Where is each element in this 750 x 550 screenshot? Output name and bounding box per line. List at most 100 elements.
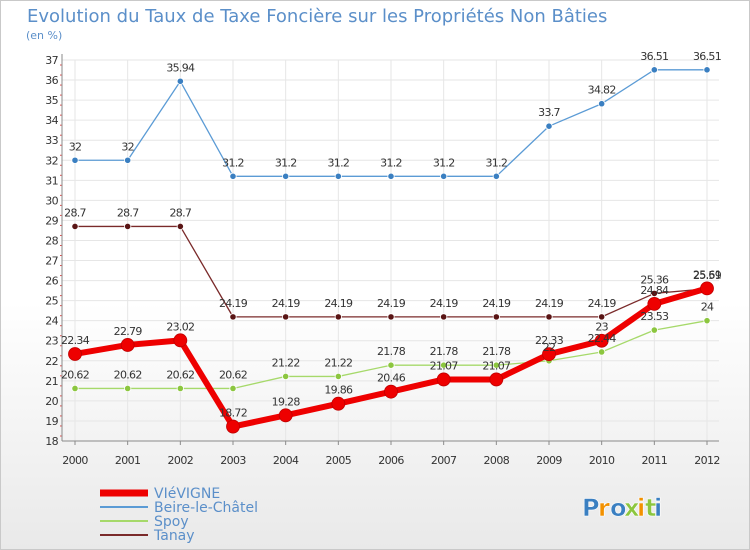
data-label-beire-le-ch-tel: 32 bbox=[121, 140, 134, 153]
data-point-tanay bbox=[334, 313, 342, 321]
data-label-vi-vigne: 20.46 bbox=[377, 372, 406, 385]
data-label-vi-vigne: 19.28 bbox=[272, 395, 301, 408]
data-point-vi-vigne bbox=[120, 338, 135, 352]
data-label-tanay: 24.19 bbox=[219, 297, 248, 310]
data-point-beire-le-ch-tel bbox=[176, 77, 184, 85]
data-label-tanay: 25.59 bbox=[693, 269, 722, 282]
x-tick-label: 2002 bbox=[168, 454, 194, 467]
data-point-spoy bbox=[440, 361, 448, 369]
data-point-beire-le-ch-tel bbox=[387, 172, 395, 180]
data-point-beire-le-ch-tel bbox=[492, 172, 500, 180]
data-point-spoy bbox=[703, 317, 711, 325]
data-label-spoy: 21.78 bbox=[430, 345, 459, 358]
y-tick-label: 26 bbox=[45, 275, 58, 288]
data-point-beire-le-ch-tel bbox=[440, 172, 448, 180]
data-label-vi-vigne: 24.84 bbox=[640, 284, 669, 297]
data-point-spoy bbox=[334, 372, 342, 381]
data-point-vi-vigne bbox=[226, 419, 240, 434]
legend-label-vi-vigne: VIéVIGNE bbox=[154, 486, 220, 502]
data-label-tanay: 28.7 bbox=[117, 206, 139, 219]
x-tick-label: 2006 bbox=[378, 454, 404, 467]
series bbox=[68, 66, 714, 434]
data-point-tanay bbox=[124, 222, 132, 231]
data-point-vi-vigne bbox=[594, 333, 609, 348]
data-point-beire-le-ch-tel bbox=[545, 122, 553, 130]
data-point-beire-le-ch-tel bbox=[124, 156, 132, 164]
legend-label-spoy: Spoy bbox=[154, 514, 189, 530]
x-tick-label: 2000 bbox=[62, 454, 88, 467]
legend-label-beire-le-ch-tel: Beire-le-Châtel bbox=[154, 500, 258, 516]
data-label-tanay: 24.19 bbox=[324, 297, 353, 310]
axes: 18 19 20 21 22 23 24 25 26 27 28 29 30 31 32 33 34 35 36 37… bbox=[45, 54, 720, 467]
y-tick-label: 29 bbox=[45, 214, 58, 227]
logo-letter: i bbox=[637, 494, 645, 522]
data-label-vi-vigne: 25.61 bbox=[693, 268, 721, 281]
x-tick-label: 2009 bbox=[536, 454, 562, 467]
data-point-spoy bbox=[229, 384, 237, 393]
data-point-tanay bbox=[650, 289, 658, 298]
data-point-beire-le-ch-tel bbox=[334, 172, 342, 180]
data-point-spoy bbox=[124, 384, 132, 393]
y-tick-label: 22 bbox=[45, 355, 58, 368]
data-point-vi-vigne bbox=[278, 408, 293, 423]
data-label-beire-le-ch-tel: 31.2 bbox=[327, 156, 349, 169]
x-tick-label: 2012 bbox=[694, 454, 720, 467]
data-label-tanay: 24.19 bbox=[272, 297, 301, 310]
y-tick-label: 30 bbox=[45, 194, 58, 207]
data-label-vi-vigne: 22.34 bbox=[61, 334, 90, 347]
x-tick-label: 2001 bbox=[115, 454, 141, 467]
data-label-spoy: 20.62 bbox=[219, 368, 247, 381]
data-label-vi-vigne: 21.07 bbox=[430, 359, 459, 372]
data-label-spoy: 21.22 bbox=[324, 356, 352, 369]
data-label-tanay: 24.19 bbox=[430, 297, 459, 310]
data-label-tanay: 24.19 bbox=[482, 297, 511, 310]
data-point-vi-vigne bbox=[489, 372, 504, 387]
data-label-spoy: 21.78 bbox=[482, 345, 511, 358]
data-label-beire-le-ch-tel: 31.2 bbox=[485, 156, 507, 169]
data-label-spoy: 24 bbox=[701, 301, 714, 314]
logo-letter: P bbox=[582, 494, 600, 522]
data-label-spoy: 22 bbox=[543, 341, 556, 354]
data-point-vi-vigne bbox=[647, 296, 662, 311]
data-point-tanay bbox=[71, 222, 79, 231]
data-label-beire-le-ch-tel: 33.7 bbox=[538, 106, 560, 119]
data-label-tanay: 24.19 bbox=[535, 297, 564, 310]
data-point-vi-vigne bbox=[700, 281, 714, 296]
data-point-tanay bbox=[229, 313, 237, 321]
data-point-tanay bbox=[598, 313, 606, 321]
y-tick-label: 31 bbox=[45, 174, 58, 187]
y-tick-label: 20 bbox=[45, 395, 58, 408]
y-tick-label: 24 bbox=[45, 315, 58, 328]
data-point-spoy bbox=[282, 372, 290, 381]
data-label-beire-le-ch-tel: 36.51 bbox=[693, 50, 721, 63]
data-label-vi-vigne: 22.33 bbox=[535, 334, 564, 347]
y-tick-label: 37 bbox=[45, 54, 58, 67]
logo-letter: o bbox=[610, 494, 627, 522]
data-label-spoy: 20.62 bbox=[166, 368, 194, 381]
data-label-tanay: 28.7 bbox=[64, 206, 86, 219]
data-point-beire-le-ch-tel bbox=[598, 100, 606, 108]
x-tick-label: 2010 bbox=[589, 454, 615, 467]
data-point-beire-le-ch-tel bbox=[229, 172, 237, 180]
data-point-vi-vigne bbox=[331, 396, 346, 411]
data-label-spoy: 21.22 bbox=[272, 356, 300, 369]
y-tick-label: 18 bbox=[45, 435, 58, 448]
data-label-tanay: 28.7 bbox=[169, 206, 191, 219]
x-tick-label: 2008 bbox=[484, 454, 510, 467]
y-tick-label: 35 bbox=[45, 94, 58, 107]
data-point-beire-le-ch-tel bbox=[282, 172, 290, 180]
data-label-vi-vigne: 19.86 bbox=[324, 384, 353, 397]
data-label-vi-vigne: 22.79 bbox=[114, 325, 143, 338]
logo-letter: x bbox=[624, 494, 640, 522]
y-tick-label: 32 bbox=[45, 154, 58, 167]
data-label-vi-vigne: 23 bbox=[595, 321, 608, 334]
data-point-beire-le-ch-tel bbox=[71, 156, 79, 164]
data-point-tanay bbox=[176, 222, 184, 231]
data-point-tanay bbox=[492, 313, 500, 321]
data-point-spoy bbox=[650, 326, 658, 334]
data-label-beire-le-ch-tel: 34.82 bbox=[588, 84, 616, 97]
data-label-tanay: 24.19 bbox=[588, 297, 617, 310]
y-tick-label: 36 bbox=[45, 74, 58, 87]
